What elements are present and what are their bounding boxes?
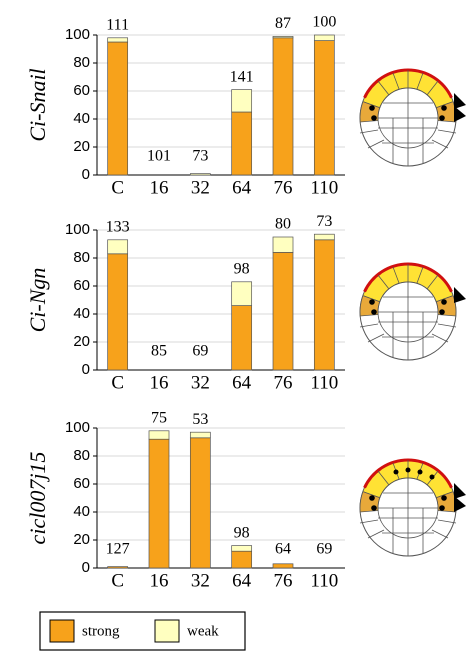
y-tick-label: 100 [65,419,90,436]
bar-segment [232,546,252,552]
legend: strong weak [40,612,245,650]
y-tick-label: 20 [73,138,90,155]
legend-swatch [155,620,179,642]
y-axis-label: Ci-Snail [25,68,50,141]
y-tick-label: 80 [73,54,90,71]
count-label: 127 [106,541,130,558]
bar-segment [314,35,334,41]
x-tick-label: 32 [191,177,210,198]
bar-segment [232,112,252,175]
embryo-diagram [360,460,466,556]
bar-chart: 0 20 40 60 80 100 cicl007j15 C 127 16 75 32 53 64 98 76… [25,409,345,591]
count-label: 80 [275,216,291,233]
x-tick-label: 76 [274,177,293,198]
embryo-diagram [360,70,466,166]
x-tick-label: 16 [150,177,169,198]
bar-segment [232,306,252,370]
bar-segment [273,237,293,252]
bar-segment [190,438,210,568]
legend-label: strong [82,623,120,639]
x-tick-label: 64 [232,372,252,393]
x-tick-label: C [111,177,124,198]
embryo-diagram [360,264,466,360]
bar-segment [108,38,128,42]
bar-segment [190,174,210,175]
bar-segment [149,431,169,439]
y-tick-label: 100 [65,26,90,43]
count-label: 73 [316,213,332,230]
bar-segment [108,240,128,254]
bar-segment [314,41,334,175]
y-tick-label: 60 [73,82,90,99]
y-tick-label: 40 [73,110,90,127]
y-tick-label: 20 [73,333,90,350]
y-tick-label: 80 [73,249,90,266]
y-axis-label: cicl007j15 [25,452,50,545]
x-tick-label: 64 [232,570,252,591]
bar-segment [190,432,210,438]
count-label: 69 [316,541,332,558]
legend-swatch [50,620,74,642]
x-tick-label: 110 [310,372,338,393]
x-tick-label: C [111,372,124,393]
y-tick-label: 80 [73,447,90,464]
bar-chart: 0 20 40 60 80 100 Ci-Ngn C 133 16 85 32 69 64 98 76 80 11… [25,213,345,393]
x-tick-label: 16 [150,372,169,393]
figure: strong weak 0 20 40 60 80 100 Ci-Snail C 111 16 101… [0,0,470,664]
x-tick-label: 16 [150,570,169,591]
y-tick-label: 0 [82,559,90,576]
x-tick-label: 110 [310,570,338,591]
count-label: 53 [192,411,208,428]
count-label: 101 [147,148,171,165]
y-tick-label: 60 [73,475,90,492]
y-tick-label: 20 [73,531,90,548]
count-label: 98 [234,260,250,277]
y-tick-label: 100 [65,221,90,238]
bar-segment [314,234,334,240]
count-label: 75 [151,409,167,426]
count-label: 64 [275,541,291,558]
count-label: 111 [106,16,129,33]
x-tick-label: 32 [191,570,210,591]
bar-segment [108,567,128,568]
count-label: 141 [230,68,254,85]
y-tick-label: 40 [73,503,90,520]
x-tick-label: 64 [232,177,252,198]
x-tick-label: 110 [310,177,338,198]
bar-chart: 0 20 40 60 80 100 Ci-Snail C 111 16 101 32 73 64 141 76… [25,14,345,199]
y-axis-label: Ci-Ngn [25,268,50,333]
bar-segment [232,282,252,306]
bar-segment [232,90,252,112]
bar-segment [232,551,252,568]
bar-segment [108,42,128,175]
y-tick-label: 0 [82,166,90,183]
bar-segment [108,254,128,370]
count-label: 98 [234,524,250,541]
bar-segment [273,564,293,568]
bar-segment [149,439,169,568]
legend-label: weak [187,623,219,639]
count-label: 87 [275,15,291,32]
bar-segment [273,252,293,370]
count-label: 100 [312,14,336,31]
count-label: 69 [192,343,208,360]
count-label: 133 [106,218,130,235]
count-label: 73 [192,148,208,165]
y-tick-label: 40 [73,305,90,322]
y-tick-label: 60 [73,277,90,294]
bar-segment [273,38,293,175]
x-tick-label: 76 [274,372,293,393]
x-tick-label: 76 [274,570,293,591]
x-tick-label: C [111,570,124,591]
bar-segment [314,240,334,370]
count-label: 85 [151,343,167,360]
y-tick-label: 0 [82,361,90,378]
x-tick-label: 32 [191,372,210,393]
bar-segment [273,36,293,37]
